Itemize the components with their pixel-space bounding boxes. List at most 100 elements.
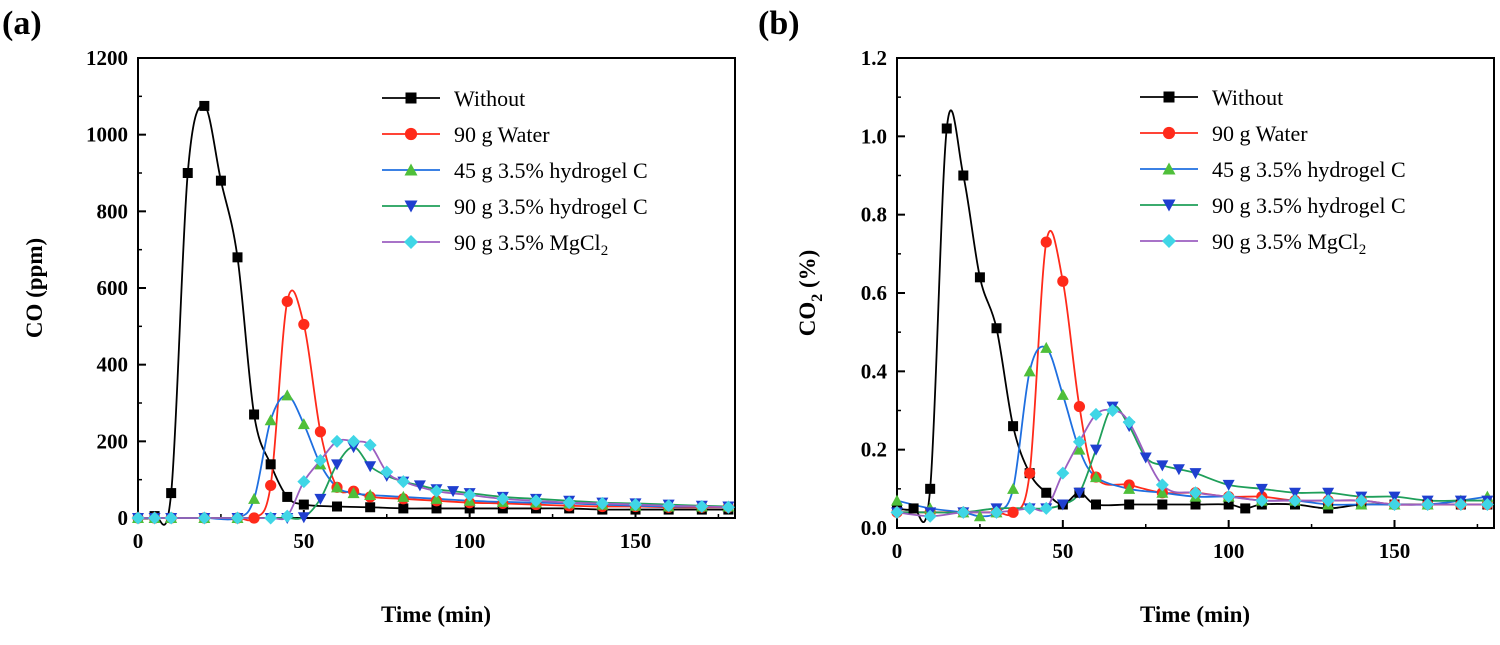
panel-b-point-90-g-3-5-hydrogel-c (1056, 499, 1069, 511)
panel-a-point-90-g-3-5-mgcl2 (629, 498, 642, 512)
panel-b-x-tick-label: 100 (1213, 539, 1245, 563)
panel-a-y-tick-label: 1200 (86, 46, 128, 70)
panel-b-point-without (1240, 503, 1251, 514)
panel-b-point-90-g-3-5-hydrogel-c (1073, 487, 1086, 499)
panel-b-point-90-g-3-5-hydrogel-c (1255, 483, 1268, 495)
panel-b-series-markers (890, 123, 1494, 523)
panel-b-legend-label-90-g-water: 90 g Water (1212, 121, 1308, 146)
panel-b-legend-text: 90 g Water (1212, 121, 1308, 146)
panel-b-legend-label-90-g-3-5-mgcl2: 90 g 3.5% MgCl2 (1212, 229, 1366, 258)
panel-a-point-90-g-3-5-mgcl2 (695, 500, 709, 513)
panel-a-point-90-g-3-5-mgcl2 (148, 511, 162, 525)
panel-b-ticks: 0 50 100 150 0.0 0.2 0.4 0.6 0.8 1.0 1.2 (861, 46, 1479, 563)
panel-b-legend-marker-90-g-3-5-hydrogel-c (1162, 199, 1176, 212)
panel-a-legend-label-without: Without (454, 86, 525, 111)
panel-b-point-45-g-3-5-hydrogel-c (1007, 482, 1020, 494)
panel-b-point-90-g-3-5-mgcl2 (1039, 501, 1053, 515)
panel-b-point-90-g-3-5-mgcl2 (923, 509, 937, 523)
panel-b-legend-label-90-g-3-5-hydrogel-c: 90 g 3.5% hydrogel C (1212, 193, 1406, 218)
panel-b-legend-label-without: Without (1212, 85, 1283, 110)
panel-b-y-tick-label: 1.0 (861, 124, 887, 148)
panel-b-legend-marker-90-g-water (1162, 126, 1176, 140)
panel-b-point-without (1091, 499, 1101, 510)
panel-a-point-45-g-3-5-hydrogel-c (347, 487, 360, 499)
panel-a-point-90-g-3-5-mgcl2 (297, 475, 311, 489)
panel-b-chart: (b) 0 50 100 150 0.0 0.2 0.4 0.6 0.8 1.0 1.2 Time … (758, 5, 1495, 627)
panel-b-legend-marker-without (1163, 91, 1175, 103)
panel-b-point-45-g-3-5-hydrogel-c (1123, 482, 1136, 494)
panel-b-point-45-g-3-5-hydrogel-c (1040, 341, 1053, 353)
panel-a-x-axis-title: Time (min) (381, 602, 491, 627)
panel-a-point-90-g-3-5-mgcl2 (662, 499, 676, 513)
panel-b-point-without (1190, 499, 1201, 510)
panel-b-point-90-g-3-5-mgcl2 (990, 505, 1003, 519)
panel-a-point-45-g-3-5-hydrogel-c (397, 490, 410, 502)
panel-b-point-90-g-3-5-hydrogel-c (1139, 452, 1152, 464)
panel-b-point-90-g-3-5-mgcl2 (1089, 407, 1103, 421)
panel-a-point-90-g-3-5-mgcl2 (197, 511, 211, 525)
panel-a-legend-label-90-g-water: 90 g Water (454, 122, 550, 147)
panel-b-y-axis-title-main: CO (795, 302, 820, 337)
panel-a-point-90-g-3-5-mgcl2 (430, 484, 443, 498)
panel-a-point-without (398, 503, 409, 514)
panel-b-point-without (1157, 499, 1168, 510)
panel-b-point-90-g-3-5-mgcl2 (1122, 415, 1136, 429)
panel-a-point-90-g-3-5-mgcl2 (313, 454, 327, 467)
panel-a-legend-subscript: 2 (601, 243, 609, 259)
panel-a-point-90-g-3-5-mgcl2 (363, 438, 377, 452)
panel-a-y-tick-label: 200 (97, 429, 129, 453)
panel-b-point-without (1008, 421, 1019, 432)
panel-a-point-90-g-3-5-hydrogel-c (413, 480, 426, 492)
panel-a-point-without (332, 501, 342, 512)
panel-b-point-90-g-water (1007, 506, 1019, 518)
panel-b-x-tick-label: 0 (892, 539, 903, 563)
panel-b-y-tick-label: 0.8 (861, 203, 887, 227)
panel-a-x-tick-label: 0 (133, 529, 144, 553)
panel-a-legend-text: 90 g 3.5% MgCl (454, 230, 601, 255)
panel-b-point-without (1041, 487, 1052, 498)
panel-b-legend-marker-45-g-3-5-hydrogel-c (1162, 162, 1176, 175)
panel-a-legend-marker-without (405, 92, 417, 104)
panel-b-x-axis-title: Time (min) (1140, 602, 1250, 627)
panel-b-point-90-g-3-5-hydrogel-c (1388, 491, 1401, 503)
panel-a-point-45-g-3-5-hydrogel-c (248, 492, 261, 504)
panel-b-y-tick-label: 0.6 (861, 281, 887, 305)
panel-b-point-90-g-water (1057, 275, 1069, 287)
panel-a-point-90-g-3-5-hydrogel-c (447, 486, 460, 498)
panel-a-point-90-g-3-5-mgcl2 (131, 511, 145, 525)
panel-a-y-axis-title: CO (ppm) (22, 238, 47, 338)
panel-b-legend-text: 45 g 3.5% hydrogel C (1212, 157, 1406, 182)
panel-b-y-tick-label: 0.0 (861, 516, 887, 540)
panel-a-point-without (215, 175, 226, 186)
panel-a-legend-label-90-g-3-5-hydrogel-c: 90 g 3.5% hydrogel C (454, 194, 648, 219)
panel-a-point-90-g-3-5-mgcl2 (264, 511, 278, 525)
panel-a-legend-label-45-g-3-5-hydrogel-c: 45 g 3.5% hydrogel C (454, 158, 648, 183)
panel-a-point-90-g-water (265, 479, 277, 492)
panel-b-point-90-g-3-5-mgcl2 (1222, 490, 1236, 504)
panel-a-plot-frame (137, 57, 736, 519)
panel-b-x-tick-label: 50 (1052, 539, 1073, 563)
panel-a-legend-label-90-g-3-5-mgcl2: 90 g 3.5% MgCl2 (454, 230, 608, 259)
panel-b-point-90-g-3-5-mgcl2 (1056, 466, 1070, 480)
panel-b-point-90-g-3-5-mgcl2 (1189, 486, 1202, 500)
panel-b-point-90-g-water (1040, 236, 1052, 248)
panel-b-point-without (958, 170, 969, 181)
panel-a-point-without (464, 503, 475, 514)
panel-a-point-90-g-water (314, 426, 327, 438)
panel-a-point-90-g-3-5-hydrogel-c (331, 459, 343, 471)
panel-b-point-45-g-3-5-hydrogel-c (973, 510, 986, 522)
panel-b-point-90-g-water (1024, 467, 1036, 479)
panel-b-y-axis-title-unit: (%) (795, 250, 820, 294)
panel-b-point-90-g-3-5-hydrogel-c (1090, 444, 1102, 456)
panel-b-legend-text: Without (1212, 85, 1283, 110)
panel-b-point-90-g-3-5-hydrogel-c (1289, 487, 1301, 499)
panel-b-legend: Without 90 g Water 45 g 3.5% hydrogel C 90 … (1140, 85, 1406, 258)
panel-a-point-without (365, 502, 376, 513)
panel-a-point-90-g-3-5-hydrogel-c (364, 461, 377, 473)
panel-a-point-without (182, 168, 193, 178)
panel-a-point-without (282, 491, 293, 502)
panel-a-point-without (166, 488, 177, 499)
panel-a-legend-text: Without (454, 86, 525, 111)
panel-b-point-90-g-3-5-mgcl2 (1321, 494, 1335, 508)
panel-a-point-90-g-3-5-mgcl2 (562, 496, 576, 510)
